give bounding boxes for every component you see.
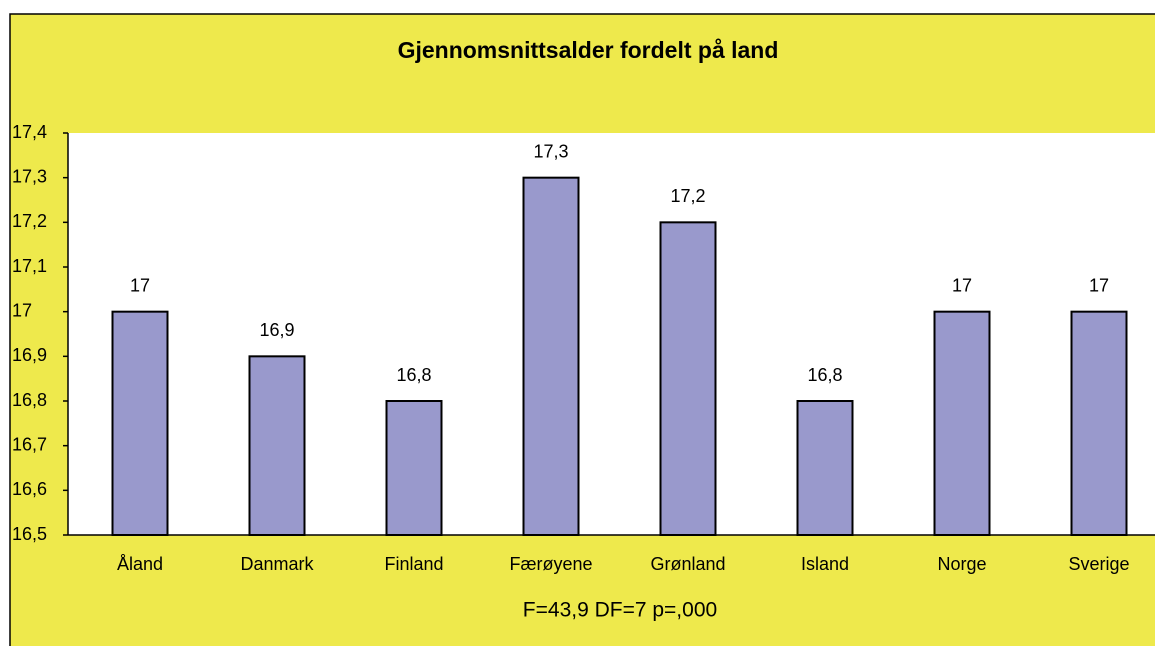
y-tick-label: 16,8 <box>12 390 47 410</box>
y-tick-label: 16,7 <box>12 434 47 454</box>
y-tick-label: 17,4 <box>12 122 47 142</box>
y-tick-label: 17 <box>12 300 32 320</box>
bar <box>111 310 169 536</box>
bar <box>659 221 717 536</box>
y-tick-label: 17,1 <box>12 256 47 276</box>
chart-title: Gjennomsnittsalder fordelt på land <box>398 37 779 63</box>
y-tick-label: 16,9 <box>12 345 47 365</box>
x-tick-label: Grønland <box>650 554 725 574</box>
plot-area <box>68 133 1155 535</box>
bar <box>1070 310 1128 536</box>
x-tick-label: Danmark <box>240 554 314 574</box>
value-label: 17 <box>130 275 150 295</box>
x-tick-label: Sverige <box>1068 554 1129 574</box>
x-tick-label: Norge <box>937 554 986 574</box>
y-tick-label: 17,2 <box>12 211 47 231</box>
value-label: 16,8 <box>807 365 842 385</box>
bar <box>933 310 991 536</box>
x-tick-label: Færøyene <box>509 554 592 574</box>
x-tick-label: Island <box>801 554 849 574</box>
y-tick-label: 16,5 <box>12 524 47 544</box>
bar <box>522 176 580 537</box>
bar <box>385 400 443 536</box>
x-tick-label: Finland <box>384 554 443 574</box>
value-label: 16,8 <box>396 365 431 385</box>
value-label: 17 <box>1089 275 1109 295</box>
y-tick-label: 17,3 <box>12 166 47 186</box>
value-label: 17 <box>952 275 972 295</box>
y-tick-label: 16,6 <box>12 479 47 499</box>
value-label: 17,3 <box>533 141 568 161</box>
value-label: 17,2 <box>670 186 705 206</box>
x-tick-label: Åland <box>117 554 163 574</box>
bar <box>796 400 854 536</box>
annotation: F=43,9 DF=7 p=,000 <box>523 599 717 622</box>
bar <box>248 355 306 537</box>
value-label: 16,9 <box>259 320 294 340</box>
